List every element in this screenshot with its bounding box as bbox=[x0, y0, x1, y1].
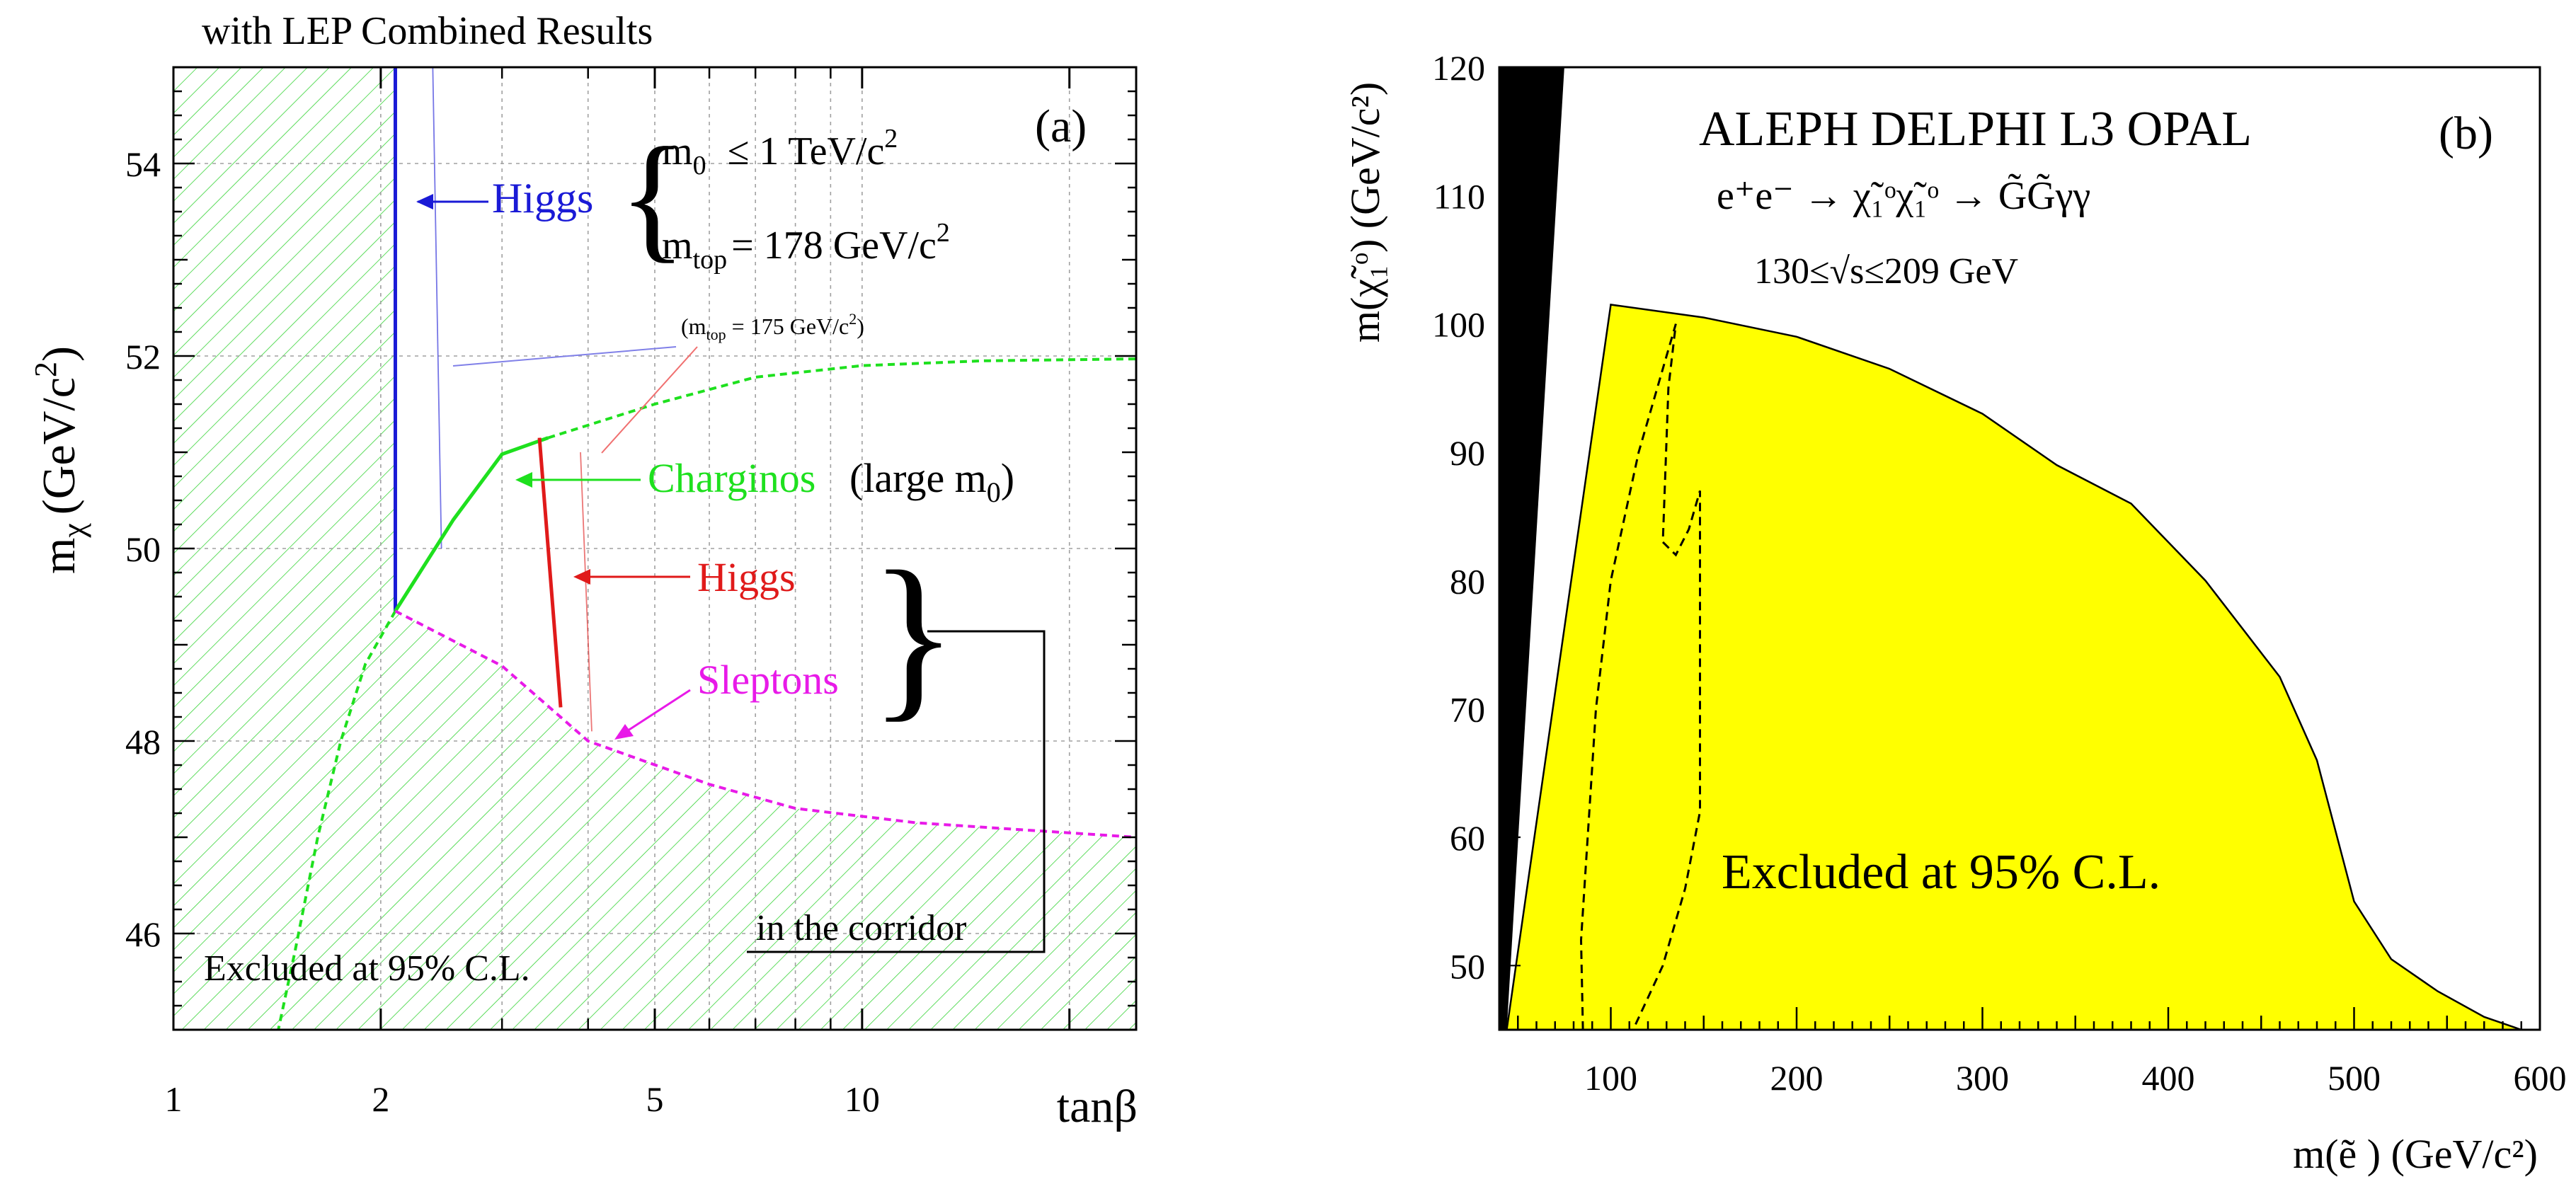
series-charginos-dashed-upper bbox=[547, 357, 1136, 440]
panel-b-label: (b) bbox=[2439, 108, 2493, 159]
y-tick-label: 50 bbox=[125, 529, 161, 569]
panel-a-ylabel: mχ (GeV/c2) bbox=[28, 346, 91, 574]
mtop-condition: mtop = 178 GeV/c2 bbox=[662, 218, 950, 275]
excluded-hatched-region bbox=[173, 67, 1136, 1030]
m0-sub: 0 bbox=[693, 151, 706, 180]
dashed-contour bbox=[1579, 323, 1701, 1030]
higgs-red-arrowhead bbox=[573, 569, 590, 585]
y-tick-label: 100 bbox=[1432, 305, 1485, 345]
ylabel-main: m bbox=[33, 538, 85, 574]
panel-a-title: with LEP Combined Results bbox=[202, 9, 653, 53]
panel-b-excluded-label: Excluded at 95% C.L. bbox=[1722, 845, 2160, 900]
panel-b: 100 200 300 400 500 600 50 60 70 80 90 100 110 120 AL… bbox=[1342, 48, 2567, 1177]
y-tick-label: 120 bbox=[1432, 48, 1485, 88]
large-m0-close: ) bbox=[1001, 455, 1014, 501]
panel-a: with LEP Combined Results 1 2 5 10 46 48 50 52 5… bbox=[28, 9, 1138, 1132]
mtop175-close: ) bbox=[857, 314, 864, 339]
mtop175-open: (m bbox=[681, 314, 706, 339]
y-tick-label: 48 bbox=[125, 722, 161, 762]
charginos-label: Charginos bbox=[648, 455, 815, 501]
m0-main: m bbox=[662, 130, 693, 173]
conditions-brace: { bbox=[619, 119, 687, 275]
kinematic-region bbox=[1499, 67, 1564, 1030]
corridor-brace: } bbox=[869, 534, 958, 737]
series-sleptons bbox=[394, 609, 1136, 839]
series-higgs-red bbox=[537, 437, 563, 708]
mtop175-value: = 175 GeV/c bbox=[726, 314, 849, 339]
panel-a-label: (a) bbox=[1035, 100, 1087, 152]
sleptons-label: Sleptons bbox=[697, 657, 839, 703]
mtop175-pointer-red bbox=[601, 346, 698, 454]
series-higgs-blue-mtop175 bbox=[432, 67, 442, 549]
y-tick-label: 50 bbox=[1450, 946, 1485, 986]
corridor-label: in the corridor bbox=[756, 908, 966, 948]
x-tick-label: 600 bbox=[2514, 1058, 2567, 1098]
reaction-label: e⁺e⁻ → χ̃₁ᵒχ̃₁ᵒ → G̃G̃γγ bbox=[1717, 173, 2090, 218]
panel-a-grid bbox=[173, 67, 1136, 1030]
panel-b-ylabel: m(χ̃₁ᵒ) (GeV/c²) bbox=[1342, 82, 1388, 343]
mtop-main: m bbox=[662, 224, 693, 268]
m0-sup: 2 bbox=[884, 124, 898, 154]
mtop-value: = 178 GeV/c bbox=[731, 224, 937, 268]
sleptons-arrow bbox=[621, 689, 691, 736]
higgs-blue-arrowhead bbox=[416, 194, 433, 209]
y-tick-label: 52 bbox=[125, 337, 161, 377]
charginos-arrowhead bbox=[515, 472, 532, 488]
x-tick-label: 300 bbox=[1956, 1058, 2009, 1098]
m0-condition: m0 ≤ 1 TeV/c2 bbox=[662, 124, 898, 180]
dashed-contours bbox=[1579, 323, 1701, 1030]
x-tick-label: 2 bbox=[372, 1079, 389, 1119]
higgs-red-label: Higgs bbox=[697, 554, 796, 600]
series-higgs-red-mtop175 bbox=[580, 452, 593, 732]
large-m0-sub: 0 bbox=[987, 476, 1001, 508]
x-tick-label: 400 bbox=[2142, 1058, 2195, 1098]
x-tick-label: 200 bbox=[1770, 1058, 1824, 1098]
panel-b-xlabel: m(ẽ ) (GeV/c²) bbox=[2293, 1131, 2538, 1177]
ylabel-unit-sup: 2 bbox=[28, 362, 63, 377]
energy-range-label: 130≤√s≤209 GeV bbox=[1754, 251, 2018, 292]
y-tick-label: 60 bbox=[1450, 818, 1485, 858]
y-tick-label: 80 bbox=[1450, 561, 1485, 601]
x-tick-label: 500 bbox=[2328, 1058, 2381, 1098]
mtop-sub: top bbox=[693, 245, 728, 275]
x-tick-label: 1 bbox=[165, 1079, 183, 1119]
ylabel-sub: χ bbox=[55, 523, 91, 539]
panel-a-tick-labels: 1 2 5 10 46 48 50 52 54 bbox=[125, 144, 880, 1119]
sleptons-arrowhead bbox=[614, 724, 634, 740]
series-charginos-dashed-lower bbox=[277, 610, 397, 1030]
panel-a-ticks bbox=[172, 66, 1136, 1031]
x-tick-label: 100 bbox=[1584, 1058, 1637, 1098]
x-tick-label: 5 bbox=[646, 1079, 664, 1119]
m0-value: ≤ 1 TeV/c bbox=[728, 130, 885, 173]
x-tick-label: 10 bbox=[845, 1079, 880, 1119]
ylabel-unit-close: ) bbox=[33, 346, 85, 362]
panel-b-ticks bbox=[1499, 66, 2541, 1031]
ylabel-unit: (GeV/c bbox=[33, 377, 85, 515]
higgs-blue-label: Higgs bbox=[492, 175, 593, 222]
panel-b-tick-labels: 100 200 300 400 500 600 50 60 70 80 90 100 110 120 bbox=[1432, 48, 2567, 1098]
panel-a-excluded-label: Excluded at 95% C.L. bbox=[204, 948, 530, 989]
panel-a-series bbox=[277, 67, 1136, 1030]
charginos-large-m0: (large m0) bbox=[849, 455, 1014, 508]
mtop175-pointer-blue bbox=[452, 346, 677, 367]
panel-a-xlabel: tanβ bbox=[1057, 1081, 1138, 1132]
y-tick-label: 110 bbox=[1433, 176, 1485, 216]
excluded-region-yellow bbox=[1506, 304, 2540, 1030]
panel-b-title: ALEPH DELPHI L3 OPAL bbox=[1699, 102, 2252, 156]
y-tick-label: 90 bbox=[1450, 433, 1485, 473]
corridor-connector bbox=[747, 630, 1046, 953]
mtop175-sub: top bbox=[706, 326, 726, 343]
mtop175-sup: 2 bbox=[849, 310, 857, 328]
mtop175-label: (mtop = 175 GeV/c2) bbox=[681, 310, 864, 343]
y-tick-label: 46 bbox=[125, 914, 161, 954]
y-tick-label: 54 bbox=[125, 144, 161, 184]
series-charginos-solid bbox=[394, 436, 549, 612]
large-m0-open: (large m bbox=[849, 455, 987, 501]
mtop-sup: 2 bbox=[937, 218, 950, 248]
y-tick-label: 70 bbox=[1450, 690, 1485, 730]
